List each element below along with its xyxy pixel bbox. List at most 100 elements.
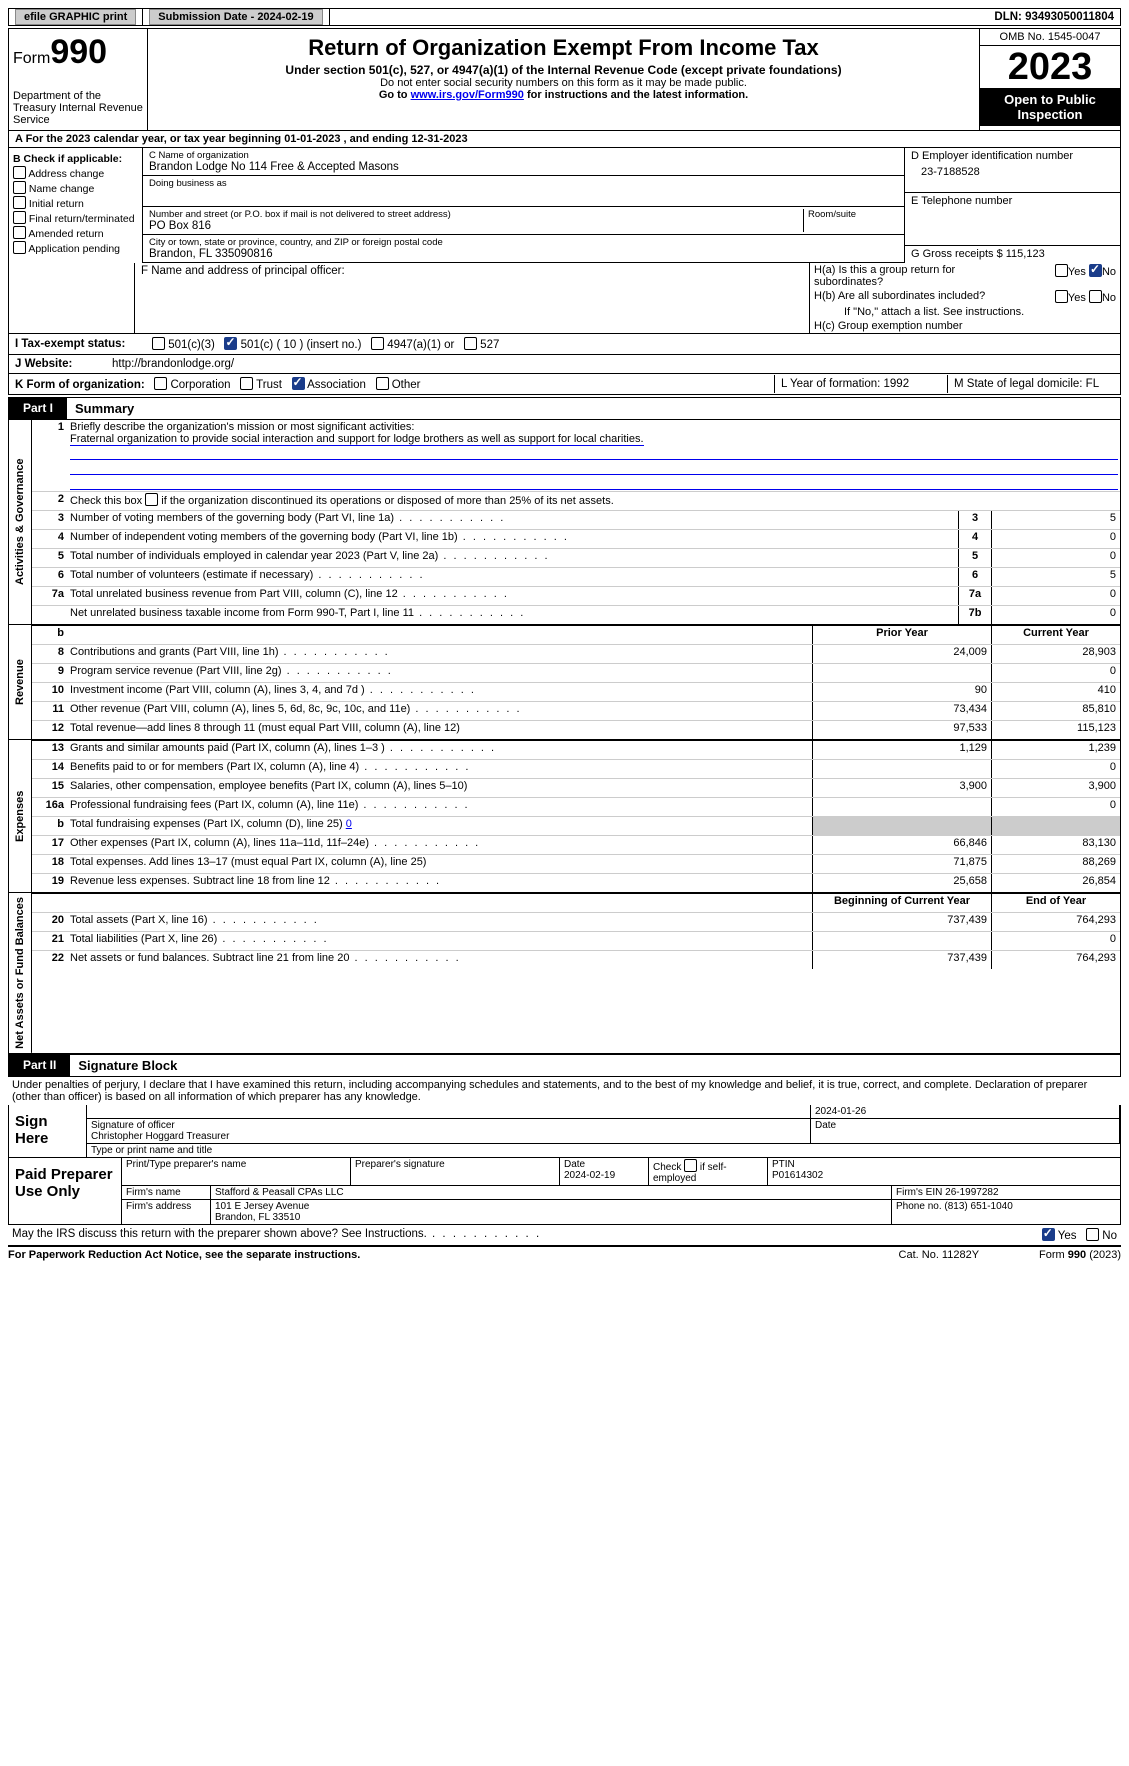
chk-discuss-no[interactable] — [1086, 1228, 1099, 1241]
line-14: Benefits paid to or for members (Part IX… — [68, 760, 812, 778]
l11c: 85,810 — [991, 702, 1120, 720]
l14c: 0 — [991, 760, 1120, 778]
chk-other[interactable] — [376, 377, 389, 390]
summary-net-assets: Net Assets or Fund Balances Beginning of… — [8, 893, 1121, 1054]
chk-ha-no[interactable] — [1089, 264, 1102, 277]
telephone-label: E Telephone number — [905, 193, 1120, 246]
chk-assoc[interactable] — [292, 377, 305, 390]
l10p: 90 — [812, 683, 991, 701]
city-label: City or town, state or province, country… — [149, 237, 898, 248]
line-7a: Total unrelated business revenue from Pa… — [68, 587, 958, 605]
chk-hb-no[interactable] — [1089, 290, 1102, 303]
l12p: 97,533 — [812, 721, 991, 739]
val-5: 0 — [991, 549, 1120, 567]
no-2: No — [1102, 292, 1116, 304]
chk-501c3[interactable] — [152, 337, 165, 350]
date-label: Date — [811, 1119, 1120, 1143]
l20c: 764,293 — [991, 913, 1120, 931]
opt-501c: 501(c) ( 10 ) (insert no.) — [241, 339, 362, 351]
firm-addr-2: Brandon, FL 33510 — [215, 1212, 300, 1223]
website-label: J Website: — [15, 358, 72, 370]
submission-button[interactable]: Submission Date - 2024-02-19 — [149, 9, 322, 25]
chk-trust[interactable] — [240, 377, 253, 390]
line-22: Net assets or fund balances. Subtract li… — [68, 951, 812, 969]
l8c: 28,903 — [991, 645, 1120, 663]
firm-name-label: Firm's name — [122, 1186, 211, 1199]
box-4: 4 — [958, 530, 991, 548]
chk-self-employed[interactable] — [684, 1159, 697, 1172]
sig-officer-label: Signature of officer — [91, 1120, 175, 1131]
officer-label: F Name and address of principal officer: — [141, 265, 345, 277]
signature-area: Sign Here 2024-01-26 Signature of office… — [8, 1105, 1121, 1225]
tax-status-label: I Tax-exempt status: — [15, 338, 125, 350]
opt-other: Other — [392, 379, 421, 391]
line-17: Other expenses (Part IX, column (A), lin… — [68, 836, 812, 854]
val-7a: 0 — [991, 587, 1120, 605]
l14p — [812, 760, 991, 778]
chk-corp[interactable] — [154, 377, 167, 390]
hc-label: H(c) Group exemption number — [810, 319, 1120, 333]
chk-4947[interactable] — [371, 337, 384, 350]
opt-4947: 4947(a)(1) or — [387, 339, 454, 351]
val-6: 5 — [991, 568, 1120, 586]
ha-label: H(a) Is this a group return for subordin… — [814, 264, 1004, 288]
chk-501c[interactable] — [224, 337, 237, 350]
chk-amended[interactable] — [13, 226, 26, 239]
l19p: 25,658 — [812, 874, 991, 892]
l13c: 1,239 — [991, 741, 1120, 759]
top-bar: efile GRAPHIC print Submission Date - 20… — [8, 8, 1121, 26]
dba-label: Doing business as — [149, 178, 898, 189]
yes-3: Yes — [1058, 1230, 1077, 1242]
irs-link[interactable]: www.irs.gov/Form990 — [411, 89, 524, 101]
line-18: Total expenses. Add lines 13–17 (must eq… — [68, 855, 812, 873]
l19c: 26,854 — [991, 874, 1120, 892]
form-word: Form — [13, 50, 50, 67]
line-15: Salaries, other compensation, employee b… — [68, 779, 812, 797]
chk-final[interactable] — [13, 211, 26, 224]
efile-button[interactable]: efile GRAPHIC print — [15, 9, 136, 25]
catalog-number: Cat. No. 11282Y — [899, 1249, 980, 1261]
tax-year: 2023 — [980, 46, 1120, 88]
phone-lab: Phone no. — [896, 1201, 942, 1212]
hdr-begin-year: Beginning of Current Year — [812, 894, 991, 912]
firm-addr-1: 101 E Jersey Avenue — [215, 1201, 309, 1212]
l22c: 764,293 — [991, 951, 1120, 969]
ein-value: 23-7188528 — [911, 162, 1114, 178]
line-5: Total number of individuals employed in … — [68, 549, 958, 567]
hb-label: H(b) Are all subordinates included? — [814, 290, 1004, 304]
chk-name-change[interactable] — [13, 181, 26, 194]
line-4: Number of independent voting members of … — [68, 530, 958, 548]
org-name-label: C Name of organization — [149, 150, 898, 161]
chk-pending[interactable] — [13, 241, 26, 254]
line-8: Contributions and grants (Part VIII, lin… — [68, 645, 812, 663]
chk-discuss-yes[interactable] — [1042, 1228, 1055, 1241]
l20p: 737,439 — [812, 913, 991, 931]
year-formation: L Year of formation: 1992 — [774, 375, 947, 393]
l10c: 410 — [991, 683, 1120, 701]
ptin-value: P01614302 — [772, 1170, 823, 1181]
prep-name-label: Print/Type preparer's name — [122, 1158, 351, 1185]
chk-initial[interactable] — [13, 196, 26, 209]
line-6: Total number of volunteers (estimate if … — [68, 568, 958, 586]
street-address: PO Box 816 — [149, 220, 803, 232]
chk-address-change[interactable] — [13, 166, 26, 179]
chk-ha-yes[interactable] — [1055, 264, 1068, 277]
chk-527[interactable] — [464, 337, 477, 350]
part-1-header: Part I Summary — [8, 397, 1121, 420]
website-row: J Website: http://brandonlodge.org/ — [8, 355, 1121, 374]
sign-date: 2024-01-26 — [811, 1105, 1120, 1118]
val-7b: 0 — [991, 606, 1120, 624]
chk-hb-yes[interactable] — [1055, 290, 1068, 303]
discuss-question: May the IRS discuss this return with the… — [12, 1228, 1042, 1242]
dln: DLN: 93493050011804 — [988, 9, 1120, 25]
line-11: Other revenue (Part VIII, column (A), li… — [68, 702, 812, 720]
dept-label: Department of the Treasury Internal Reve… — [13, 90, 143, 126]
chk-discontinued[interactable] — [145, 493, 158, 506]
opt-assoc: Association — [307, 379, 366, 391]
room-label: Room/suite — [803, 209, 898, 232]
self-employed-check: Check if self-employed — [649, 1158, 768, 1185]
mission-q: Briefly describe the organization's miss… — [70, 421, 414, 433]
firm-phone: (813) 651-1040 — [944, 1201, 1012, 1212]
line-16b: Total fundraising expenses (Part IX, col… — [68, 817, 812, 835]
form-header: Form990 Department of the Treasury Inter… — [8, 28, 1121, 131]
